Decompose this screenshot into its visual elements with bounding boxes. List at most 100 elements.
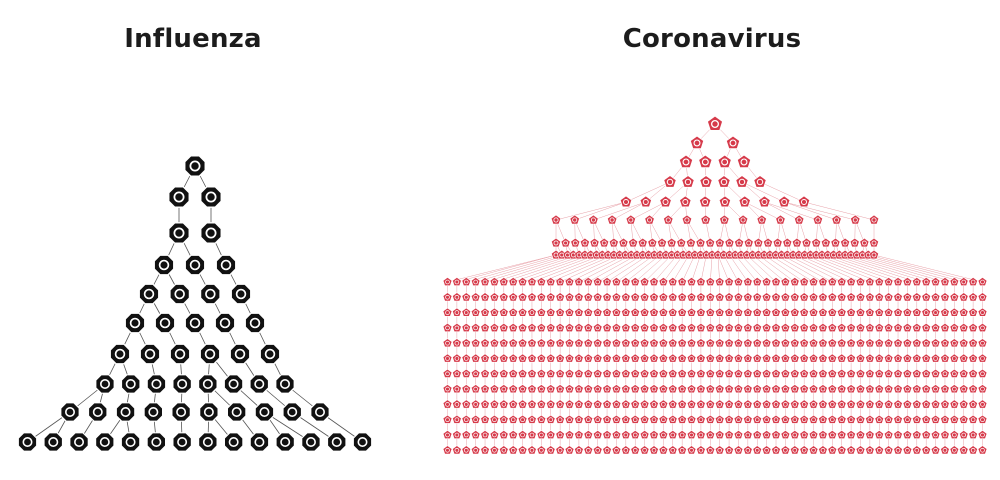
virus-icon	[977, 384, 988, 394]
virus-icon	[968, 322, 978, 332]
virus-icon	[780, 399, 791, 409]
virus-icon	[169, 343, 191, 365]
virus-icon	[949, 430, 960, 439]
virus-icon	[733, 414, 744, 424]
virus-icon	[836, 353, 847, 363]
transmission-link	[644, 254, 672, 283]
virus-icon	[611, 292, 622, 302]
virus-icon	[874, 353, 884, 363]
virus-icon	[705, 292, 716, 302]
virus-icon	[551, 237, 561, 248]
virus-icon	[461, 353, 471, 363]
virus-icon	[780, 445, 791, 455]
virus-icon	[827, 399, 838, 409]
virus-icon	[902, 292, 913, 302]
virus-icon	[930, 353, 941, 363]
virus-icon	[855, 307, 866, 317]
virus-icon	[968, 368, 978, 378]
virus-icon	[499, 338, 509, 348]
virus-icon	[461, 384, 471, 394]
virus-icon	[668, 414, 678, 424]
virus-icon	[940, 307, 950, 317]
virus-icon	[546, 292, 556, 302]
virus-icon	[696, 384, 706, 394]
virus-icon	[686, 353, 697, 363]
virus-icon	[780, 414, 791, 424]
virus-icon	[489, 384, 500, 394]
virus-icon	[649, 322, 659, 332]
virus-icon	[761, 353, 772, 363]
virus-icon	[470, 322, 481, 332]
virus-icon	[921, 322, 931, 332]
virus-icon	[452, 430, 462, 439]
virus-icon	[902, 384, 913, 394]
virus-icon	[564, 292, 575, 302]
virus-icon	[752, 368, 762, 378]
virus-icon	[912, 414, 922, 424]
transmission-link	[484, 254, 574, 283]
virus-icon	[695, 237, 706, 248]
virus-icon	[546, 338, 556, 348]
virus-icon	[696, 277, 706, 286]
virus-icon	[790, 292, 800, 302]
virus-icon	[574, 277, 584, 286]
virus-icon	[874, 322, 884, 332]
virus-icon	[893, 277, 903, 286]
virus-icon	[583, 430, 594, 439]
virus-icon	[550, 214, 562, 225]
virus-icon	[827, 307, 838, 317]
virus-icon	[883, 338, 894, 348]
transmission-link	[803, 201, 875, 221]
virus-icon	[846, 368, 856, 378]
virus-icon	[714, 322, 725, 332]
virus-icon	[724, 353, 734, 363]
virus-icon	[696, 399, 706, 409]
virus-icon	[696, 292, 706, 302]
virus-icon	[686, 338, 697, 348]
virus-icon	[705, 353, 716, 363]
transmission-link	[578, 254, 632, 283]
virus-icon	[199, 343, 221, 365]
virus-icon	[940, 353, 950, 363]
virus-icon	[668, 353, 678, 363]
virus-icon	[639, 368, 650, 378]
virus-icon	[790, 353, 800, 363]
virus-icon	[546, 384, 556, 394]
virus-icon	[546, 353, 556, 363]
virus-icon	[718, 195, 732, 208]
virus-icon	[743, 384, 753, 394]
virus-icon	[244, 312, 266, 334]
virus-icon	[677, 445, 687, 455]
virus-icon	[508, 399, 518, 409]
virus-icon	[470, 368, 481, 378]
virus-icon	[508, 338, 518, 348]
virus-icon	[949, 414, 960, 424]
virus-icon	[60, 402, 80, 422]
virus-icon	[508, 277, 518, 286]
virus-icon	[686, 322, 697, 332]
transmission-link	[475, 254, 568, 283]
virus-icon	[583, 445, 594, 455]
transmission-link	[741, 181, 785, 203]
virus-icon	[790, 338, 800, 348]
virus-icon	[677, 430, 687, 439]
virus-icon	[583, 399, 594, 409]
transmission-link	[856, 254, 955, 283]
virus-icon	[527, 414, 537, 424]
virus-icon	[714, 368, 725, 378]
virus-icon	[761, 445, 772, 455]
virus-icon	[883, 307, 894, 317]
virus-icon	[326, 432, 347, 452]
virus-icon	[564, 277, 575, 286]
virus-icon	[564, 353, 575, 363]
transmission-link	[729, 254, 749, 283]
virus-icon	[705, 237, 716, 248]
virus-icon	[714, 353, 725, 363]
virus-icon	[630, 368, 640, 378]
virus-icon	[780, 292, 791, 302]
virus-icon	[714, 384, 725, 394]
transmission-link	[775, 254, 824, 283]
virus-icon	[855, 322, 866, 332]
virus-icon	[527, 399, 537, 409]
